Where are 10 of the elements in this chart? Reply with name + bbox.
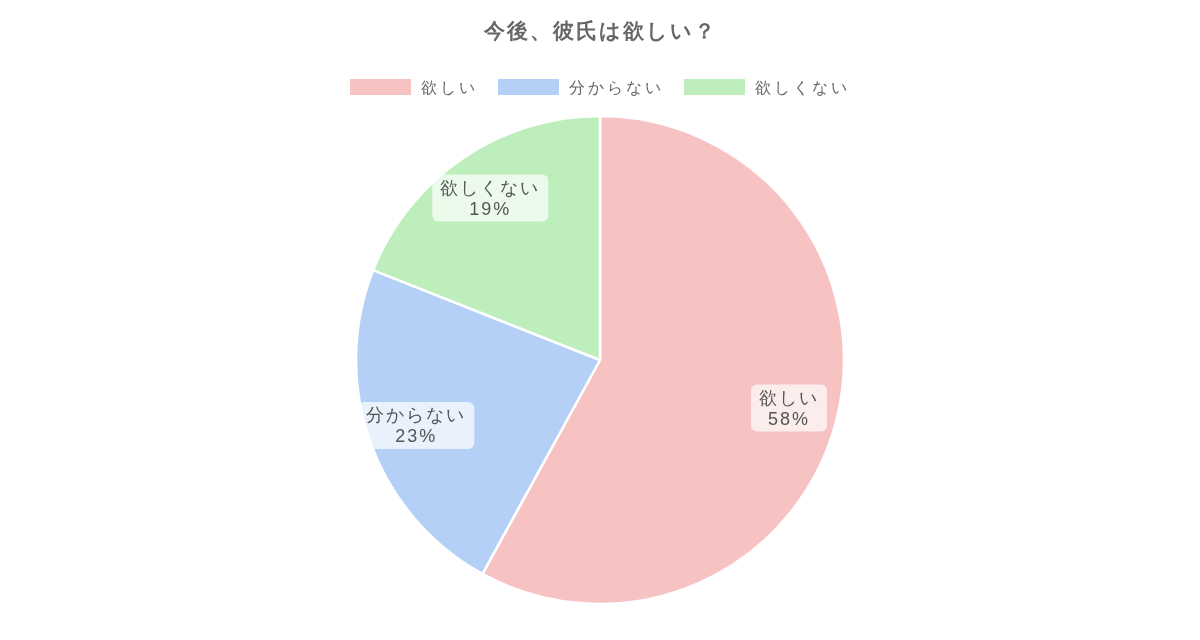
slice-label: 分からない (366, 405, 467, 426)
chart-title: 今後、彼氏は欲しい？ (482, 19, 717, 42)
data-label: 19% (469, 198, 512, 219)
legend-label: 欲しい (421, 79, 478, 96)
data-label: 23% (395, 426, 438, 447)
legend-label: 欲しくない (755, 79, 850, 96)
data-label: 58% (768, 408, 811, 429)
slice-label: 欲しい (759, 387, 820, 408)
legend-label: 分からない (569, 79, 664, 96)
slice-label: 欲しくない (440, 177, 541, 198)
